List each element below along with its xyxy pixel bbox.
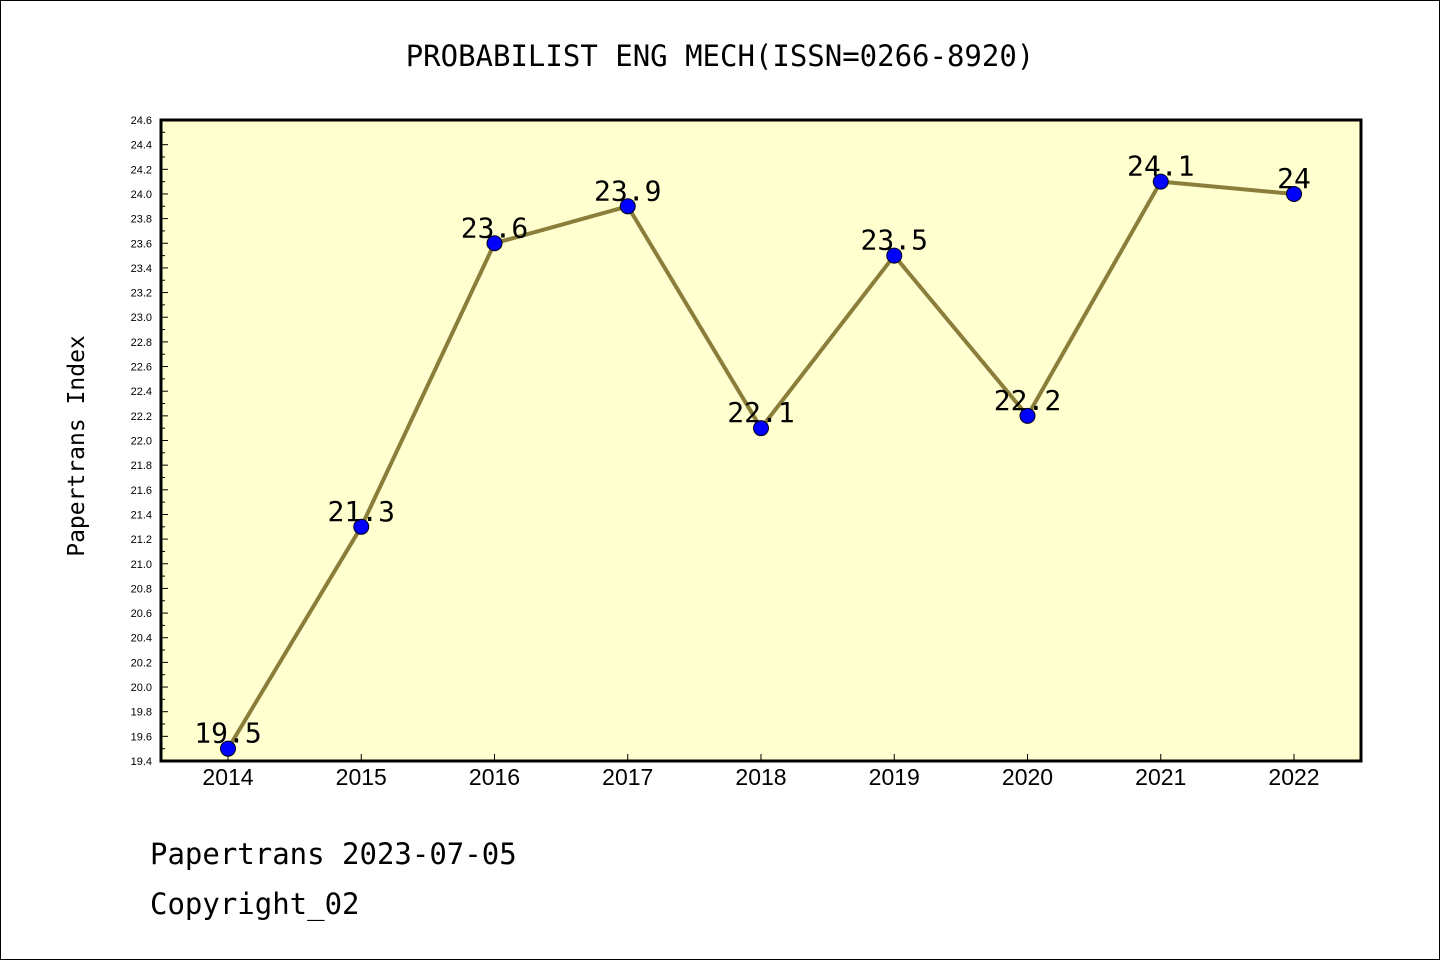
y-tick-label: 22.0	[131, 436, 152, 448]
y-tick-label: 20.2	[131, 657, 152, 669]
y-tick-label: 23.2	[131, 288, 152, 300]
y-tick-label: 24.0	[131, 189, 152, 201]
y-tick-label: 19.8	[131, 707, 152, 719]
data-point	[220, 740, 236, 757]
data-label: 21.3	[328, 495, 395, 528]
footer-copyright: Copyright_02	[150, 887, 360, 922]
x-axis: 2014 2015 2016 2017 2018 2019 2020 2021 2022	[202, 754, 1320, 790]
x-tick-label: 2021	[1135, 764, 1186, 790]
plot-area	[159, 118, 1363, 763]
data-label: 23.5	[861, 224, 928, 257]
x-tick-label: 2019	[869, 764, 920, 790]
y-tick-label: 23.4	[131, 263, 152, 275]
y-tick-label: 23.0	[131, 312, 152, 324]
data-point	[619, 198, 636, 215]
footer-date: Papertrans 2023-07-05	[150, 837, 517, 871]
y-tick-label: 21.0	[131, 559, 152, 571]
data-label: 23.6	[461, 211, 528, 244]
y-tick-label: 22.4	[131, 386, 152, 398]
y-tick-label: 24.4	[131, 140, 152, 152]
data-label: 19.5	[194, 717, 261, 750]
chart-title: PROBABILIST ENG MECH(ISSN=0266-8920)	[406, 39, 1035, 73]
data-point	[1152, 173, 1169, 190]
data-point	[486, 235, 503, 252]
y-tick-label: 22.2	[131, 411, 152, 423]
y-tick-label: 20.8	[131, 583, 152, 595]
data-point	[1019, 407, 1036, 424]
x-tick-label: 2018	[735, 764, 786, 790]
y-tick-label: 23.6	[131, 238, 152, 250]
data-point	[1286, 185, 1302, 202]
x-tick-label: 2016	[469, 764, 520, 790]
y-tick-label: 19.6	[131, 731, 152, 743]
y-axis: 19.4 19.6 19.8 20.0 20.2 20.4 20.6 20.8 21.0 21.2…	[131, 115, 168, 768]
data-label: 24	[1277, 162, 1311, 195]
data-labels: 19.5 21.3 23.6 23.9 22.1 23.5 22.2 24.1 24	[194, 150, 1311, 750]
data-label: 24.1	[1127, 150, 1194, 183]
x-tick-label: 2014	[202, 764, 253, 790]
x-tick-label: 2015	[336, 764, 387, 790]
y-tick-label: 23.8	[131, 214, 152, 226]
x-tick-label: 2020	[1002, 764, 1053, 790]
data-point	[753, 420, 769, 437]
y-tick-label: 20.4	[131, 633, 152, 645]
data-label: 22.2	[994, 384, 1061, 417]
y-axis-label: Papertrans Index	[64, 335, 90, 557]
y-tick-label: 20.0	[131, 682, 152, 694]
y-tick-label: 21.8	[131, 460, 152, 472]
data-label: 23.9	[594, 174, 661, 207]
y-tick-label: 24.2	[131, 164, 152, 176]
y-tick-label: 21.6	[131, 485, 152, 497]
data-label: 22.1	[727, 396, 794, 429]
data-point	[886, 247, 903, 264]
y-tick-label: 24.6	[131, 115, 152, 127]
y-tick-label: 21.2	[131, 534, 152, 546]
x-tick-label: 2022	[1268, 764, 1319, 790]
y-tick-label: 20.6	[131, 608, 152, 620]
y-tick-label: 22.8	[131, 337, 152, 349]
y-tick-label: 22.6	[131, 362, 152, 374]
data-point	[353, 518, 370, 535]
y-tick-label: 21.4	[131, 509, 152, 521]
data-points	[220, 173, 1302, 757]
y-tick-label: 19.4	[131, 756, 152, 768]
x-tick-label: 2017	[602, 764, 653, 790]
